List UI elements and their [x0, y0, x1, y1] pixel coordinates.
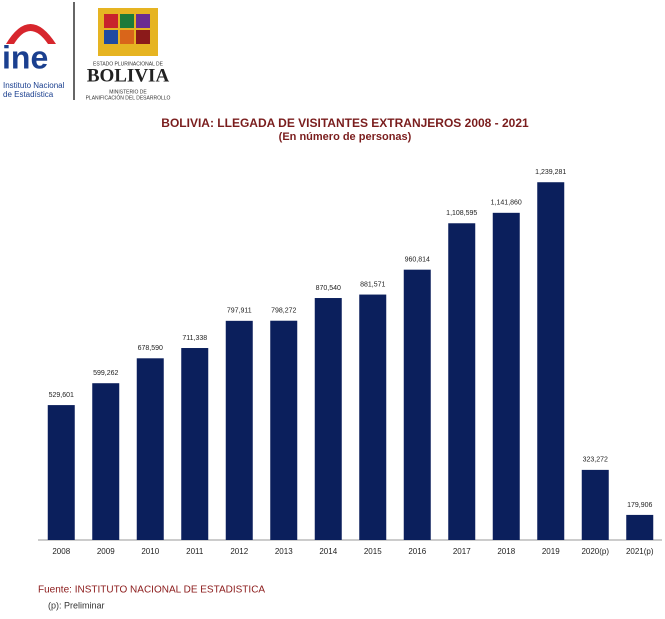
data-label: 960,814	[405, 257, 430, 264]
x-tick-label: 2021(p)	[626, 547, 654, 556]
data-label: 798,272	[271, 308, 296, 315]
institute-line: de Estadística	[3, 90, 54, 99]
x-tick-label: 2019	[542, 547, 560, 556]
data-label: 529,601	[49, 392, 74, 399]
x-tick-label: 2013	[275, 547, 293, 556]
bar	[270, 320, 298, 540]
x-tick-label: 2020(p)	[581, 547, 609, 556]
bolivia-emblem: ESTADO PLURINACIONAL DE BOLIVIA MINISTER…	[86, 8, 171, 101]
bar	[181, 348, 209, 540]
x-tick-label: 2008	[52, 547, 70, 556]
bar	[359, 294, 387, 540]
x-tick-label: 2017	[453, 547, 471, 556]
data-label: 881,571	[360, 281, 385, 288]
ministry-line: MINISTERIO DE	[109, 89, 147, 95]
x-tick-label: 2016	[408, 547, 426, 556]
data-label: 678,590	[138, 345, 163, 352]
data-label: 599,262	[93, 370, 118, 377]
institute-line: Instituto Nacional	[3, 81, 65, 90]
country-name: BOLIVIA	[87, 65, 170, 86]
bar	[492, 212, 520, 540]
data-label: 797,911	[227, 308, 252, 315]
x-tick-label: 2011	[186, 547, 204, 556]
x-tick-label: 2014	[319, 547, 337, 556]
bar	[314, 298, 342, 540]
data-label: 1,141,860	[491, 200, 522, 207]
bar	[136, 358, 164, 540]
data-label: 711,338	[182, 335, 207, 342]
bar	[92, 383, 120, 540]
bar	[626, 514, 654, 540]
bar	[403, 269, 431, 540]
logo-text: ine	[2, 39, 48, 75]
ine-logo: ine Instituto Nacional de Estadística	[2, 24, 65, 99]
chart-title: BOLIVIA: LLEGADA DE VISITANTES EXTRANJER…	[161, 116, 529, 130]
bar	[537, 182, 565, 541]
data-label: 870,540	[316, 285, 341, 292]
bar	[448, 223, 476, 540]
bar	[225, 320, 253, 540]
x-tick-label: 2015	[364, 547, 382, 556]
x-tick-label: 2009	[97, 547, 115, 556]
state-line: ESTADO PLURINACIONAL DE	[93, 61, 164, 67]
chart-subtitle: (En número de personas)	[279, 131, 412, 143]
data-label: 179,906	[627, 502, 652, 509]
x-tick-label: 2010	[141, 547, 159, 556]
data-label: 1,239,281	[535, 169, 566, 176]
source-note: Fuente: INSTITUTO NACIONAL DE ESTADISTIC…	[38, 585, 265, 596]
ministry-line: PLANIFICACIÓN DEL DESARROLLO	[86, 94, 171, 101]
bar	[581, 469, 609, 540]
preliminary-note: (p): Preliminar	[48, 600, 105, 610]
data-label: 1,108,595	[446, 210, 477, 217]
x-tick-label: 2012	[230, 547, 248, 556]
bar	[47, 405, 75, 540]
x-tick-label: 2018	[497, 547, 515, 556]
data-label: 323,272	[583, 457, 608, 464]
